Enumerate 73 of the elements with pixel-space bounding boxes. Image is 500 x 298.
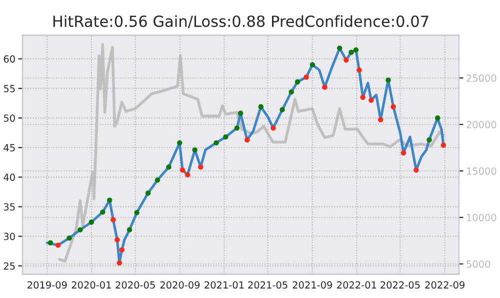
y2-tick-label: 20000 bbox=[466, 120, 496, 128]
point bbox=[238, 110, 244, 116]
point bbox=[192, 147, 198, 153]
point bbox=[134, 210, 140, 216]
point bbox=[177, 140, 182, 146]
x-tick-label: 2022-01 bbox=[337, 281, 376, 289]
point bbox=[198, 164, 204, 170]
chart-title: HitRate:0.56 Gain/Loss:0.88 PredConfidence:0.07 bbox=[53, 15, 428, 28]
point bbox=[426, 137, 432, 142]
point bbox=[48, 240, 54, 246]
point bbox=[344, 57, 349, 63]
point bbox=[154, 178, 160, 183]
y-tick-label: 25 bbox=[4, 262, 15, 270]
point bbox=[66, 235, 72, 241]
point bbox=[78, 227, 83, 232]
y2-tick-label: 15000 bbox=[467, 167, 496, 175]
point bbox=[310, 62, 316, 68]
point bbox=[166, 164, 172, 170]
point bbox=[353, 47, 359, 53]
y-tick-label: 60 bbox=[4, 55, 15, 63]
point bbox=[180, 167, 186, 173]
point bbox=[116, 260, 122, 266]
point bbox=[337, 46, 342, 51]
y-tick-label: 50 bbox=[4, 114, 15, 122]
x-tick-label: 2020-01 bbox=[72, 281, 111, 289]
x-tick-label: 2021-09 bbox=[292, 281, 332, 289]
y-tick-label: 35 bbox=[4, 203, 15, 211]
x-tick-label: 2021-01 bbox=[204, 281, 244, 289]
y-tick-label: 55 bbox=[4, 85, 15, 92]
point bbox=[304, 74, 309, 80]
point bbox=[356, 67, 362, 73]
point bbox=[223, 134, 228, 140]
y-tick-label: 40 bbox=[4, 174, 15, 181]
point bbox=[440, 142, 446, 148]
x-tick-label: 2021-05 bbox=[248, 281, 288, 289]
point bbox=[280, 107, 285, 112]
point bbox=[414, 167, 419, 173]
y2-tick-label: 10000 bbox=[467, 214, 496, 222]
point bbox=[114, 237, 120, 242]
point bbox=[145, 190, 151, 196]
y-tick-label: 30 bbox=[4, 232, 15, 240]
point bbox=[322, 84, 328, 90]
x-tick-label: 2020-05 bbox=[116, 281, 155, 289]
x-tick-label: 2022-09 bbox=[425, 281, 464, 289]
point bbox=[100, 209, 106, 215]
point bbox=[368, 98, 374, 103]
point bbox=[244, 137, 250, 142]
point bbox=[88, 220, 94, 225]
point bbox=[55, 242, 61, 248]
point bbox=[386, 78, 391, 83]
y2-tick-label: 5000 bbox=[466, 260, 490, 268]
point bbox=[378, 117, 384, 122]
x-tick-label: 2020-09 bbox=[160, 281, 200, 289]
point bbox=[270, 125, 276, 131]
point bbox=[234, 125, 240, 131]
point bbox=[288, 89, 294, 95]
y-tick-label: 45 bbox=[4, 144, 15, 152]
point bbox=[110, 217, 116, 222]
point bbox=[360, 94, 366, 100]
point bbox=[126, 227, 132, 232]
point bbox=[294, 79, 300, 84]
point bbox=[119, 247, 125, 253]
point bbox=[184, 172, 190, 178]
point bbox=[400, 150, 406, 156]
point bbox=[390, 104, 396, 110]
x-tick-label: 2022-05 bbox=[380, 281, 420, 289]
point bbox=[258, 104, 264, 110]
x-tick-label: 2019-09 bbox=[28, 281, 67, 289]
point bbox=[106, 198, 112, 203]
y2-tick-label: 25000 bbox=[466, 74, 496, 82]
point bbox=[214, 140, 219, 146]
point bbox=[348, 50, 354, 55]
point bbox=[434, 115, 440, 121]
